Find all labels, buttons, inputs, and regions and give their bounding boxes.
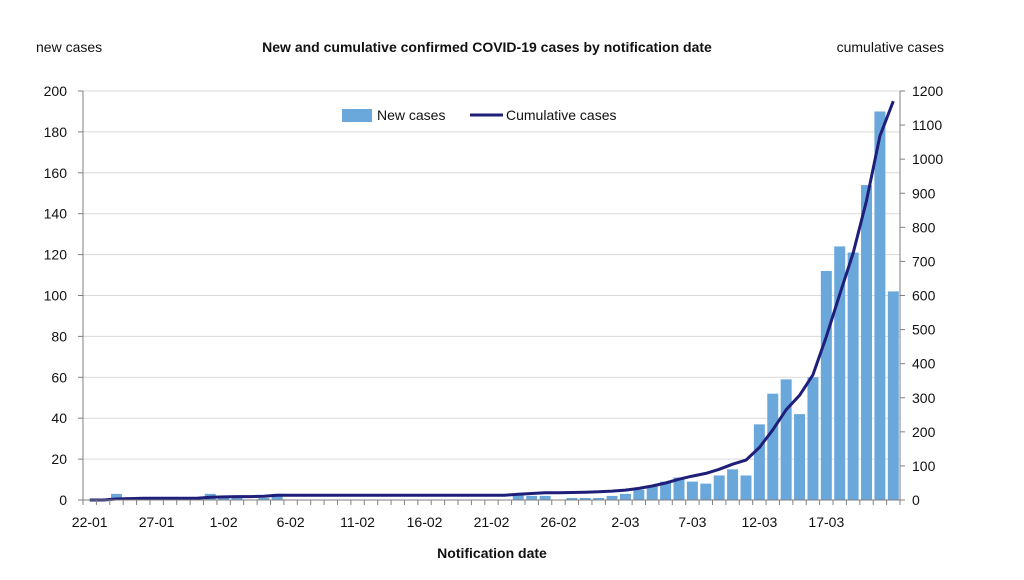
bar-new-cases [606,495,618,500]
bar-new-cases [593,497,605,500]
legend: New cases Cumulative cases [342,107,617,123]
left-tick-label: 60 [51,369,67,385]
bar-new-cases [660,481,672,500]
bar-new-cases [740,475,752,500]
bar-new-cases [619,493,631,500]
right-tick-label: 1100 [912,117,942,133]
left-tick-label: 80 [51,328,67,344]
bar-new-cases [874,111,886,500]
bar-series-new-cases [110,111,899,500]
line-series-cumulative [89,100,895,502]
bar-new-cases [539,495,551,500]
x-tick-label: 11-02 [340,514,375,530]
bar-new-cases [673,477,685,500]
bar-new-cases [834,246,846,500]
x-tick-label: 7-03 [678,514,706,530]
x-tick-label: 6-02 [277,514,305,530]
left-tick-label: 160 [44,165,68,181]
left-tick-label: 100 [44,288,68,304]
x-tick-label: 26-02 [541,514,577,530]
left-tick-label: 140 [44,206,68,222]
bar-new-cases [686,481,698,500]
bar-new-cases [218,497,230,500]
bar-new-cases [767,393,779,500]
x-tick-label: 1-02 [210,514,238,530]
right-tick-label: 300 [912,390,936,406]
x-tick-label: 22-01 [72,514,108,530]
right-tick-label: 900 [912,185,936,201]
bar-new-cases [633,489,645,500]
bar-new-cases [566,497,578,500]
bar-new-cases [646,485,658,500]
bar-new-cases [258,497,270,500]
gridlines [83,90,900,460]
left-axis-title: new cases [36,39,102,55]
x-tick-label: 21-02 [474,514,510,530]
left-tick-label: 180 [44,124,68,140]
bar-new-cases [700,483,712,500]
bar-new-cases [713,475,725,500]
bar-new-cases [579,497,591,500]
right-axis-title: cumulative cases [837,39,944,55]
right-tick-label: 600 [912,288,936,304]
legend-label-new-cases: New cases [377,107,445,123]
legend-label-cumulative: Cumulative cases [506,107,617,123]
bar-new-cases [847,252,859,500]
bar-new-cases [794,414,806,500]
right-tick-label: 700 [912,253,936,269]
axes: 0 20 40 60 80 100 120 140 160 180 200 0 100 200 300 400… [44,83,944,530]
right-tick-label: 200 [912,424,936,440]
bar-new-cases [753,424,765,500]
right-tick-label: 400 [912,356,936,372]
bar-new-cases [271,493,283,500]
bar-new-cases [807,377,819,500]
bar-new-cases [231,497,243,500]
right-tick-label: 800 [912,219,936,235]
left-tick-label: 40 [51,410,67,426]
left-tick-label: 120 [44,247,68,263]
right-tick-label: 1200 [912,83,943,99]
left-tick-label: 200 [44,83,68,99]
bar-new-cases [820,270,832,500]
bar-new-cases [861,185,873,500]
x-axis-title: Notification date [437,545,547,561]
bar-new-cases [887,291,899,500]
left-tick-label: 0 [59,492,67,508]
bar-new-cases [110,493,122,500]
x-tick-label: 2-03 [611,514,639,530]
x-tick-label: 16-02 [407,514,443,530]
right-tick-label: 500 [912,322,936,338]
bar-new-cases [780,379,792,500]
bar-new-cases [512,493,524,500]
bar-new-cases [727,469,739,500]
x-tick-label: 27-01 [139,514,175,530]
chart-title: New and cumulative confirmed COVID-19 ca… [262,39,712,55]
bar-new-cases [526,495,538,500]
right-tick-label: 100 [912,458,936,474]
x-tick-label: 17-03 [808,514,844,530]
left-tick-label: 20 [51,451,67,467]
legend-swatch-new-cases [342,109,372,122]
line-cumulative-cases [89,100,895,502]
x-tick-label: 12-03 [741,514,777,530]
right-tick-label: 0 [912,492,920,508]
right-tick-label: 1000 [912,151,943,167]
